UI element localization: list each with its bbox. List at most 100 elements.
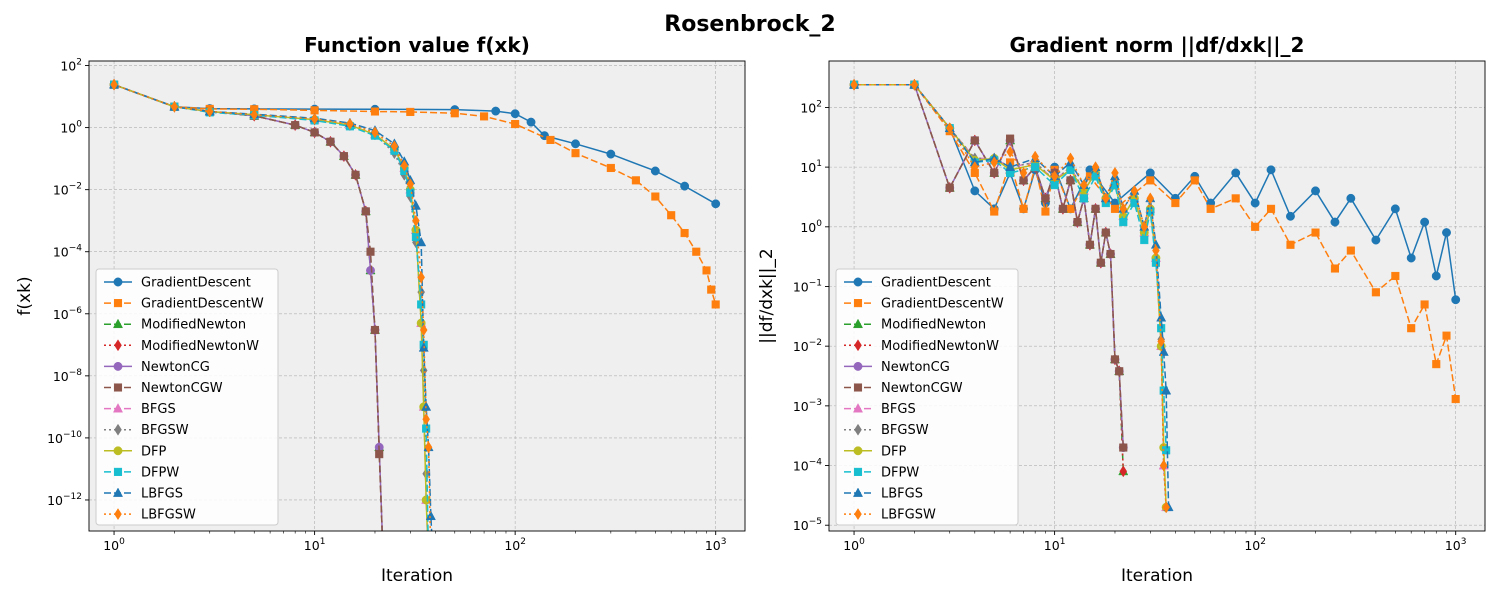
legend-marker-LBFGS (112, 487, 124, 497)
x-tick-exponent: 0 (119, 537, 125, 547)
x-tick-label: 102 (1244, 537, 1266, 553)
legend-label-GradientDescentW: GradientDescentW (881, 297, 1004, 312)
point-GradientDescent (1406, 253, 1416, 263)
point-NewtonCGW (1085, 240, 1094, 249)
series-group (849, 78, 1461, 514)
point-NewtonCGW (310, 128, 319, 137)
point-LBFGSW (1101, 192, 1110, 205)
y-tick-label: 10−8 (53, 368, 82, 384)
point-LBFGSW (1130, 184, 1139, 197)
point-NewtonCGW (366, 247, 375, 256)
x-axis-label: Iteration (381, 566, 453, 586)
point-GradientDescent (1330, 217, 1340, 227)
point-NewtonCGW (351, 170, 360, 179)
legend-marker-ModifiedNewtonW (854, 339, 862, 352)
point-GradientDescentW (1442, 331, 1451, 340)
y-tick-exponent: −2 (809, 338, 822, 348)
point-NewtonCGW (370, 325, 380, 335)
y-tick-exponent: −10 (63, 430, 82, 440)
legend-marker-NewtonCGW (853, 383, 863, 392)
point-LBFGS (1161, 385, 1172, 395)
point-GradientDescent (1371, 235, 1381, 245)
point-NewtonCGW (1110, 355, 1120, 364)
x-tick-exponent: 3 (1461, 537, 1467, 547)
point-GradientDescentW (1420, 300, 1429, 309)
axes-frame (828, 60, 1486, 532)
point-GradientDescent (1346, 193, 1356, 203)
point-LBFGSW (346, 118, 354, 131)
legend-label-GradientDescentW: GradientDescentW (141, 297, 264, 312)
x-tick-label: 101 (304, 537, 326, 553)
point-NewtonCGW (1096, 258, 1105, 267)
legend-marker-BFGS (112, 403, 124, 413)
x-tick-label: 101 (1044, 537, 1066, 553)
x-tick-exponent: 0 (859, 537, 865, 547)
legend-marker-LBFGSW (114, 508, 122, 521)
point-GradientDescent (1145, 168, 1155, 178)
point-LBFGSW (850, 78, 858, 91)
point-NewtonCGW (375, 450, 384, 459)
series-group (109, 78, 721, 566)
legend-marker-GradientDescent (113, 277, 123, 287)
point-LBFGSW (400, 159, 409, 172)
point-LBFGSW (1146, 192, 1155, 205)
point-DFPW (1146, 207, 1155, 216)
x-tick-label: 100 (103, 537, 125, 553)
legend-marker-ModifiedNewton (852, 318, 864, 329)
point-GradientDescentW (702, 266, 711, 275)
point-GradientDescentW (1391, 271, 1400, 281)
point-LBFGS (1005, 161, 1016, 171)
point-LBFGSW (1050, 170, 1059, 183)
legend-label-NewtonCG: NewtonCG (881, 360, 950, 375)
point-GradientDescentW (370, 107, 380, 116)
point-GradientDescentW (480, 112, 489, 121)
y-tick-label: 10−5 (793, 517, 822, 533)
point-GradientDescentW (1266, 204, 1276, 213)
x-tick-label: 102 (504, 537, 526, 553)
point-LBFGS (429, 557, 438, 566)
legend-marker-NewtonCGW (113, 383, 123, 392)
point-GradientDescentW (1451, 395, 1460, 404)
point-NewtonCGW (1119, 443, 1128, 452)
x-tick-exponent: 1 (320, 537, 326, 547)
point-NewtonCGW (1073, 218, 1082, 227)
y-tick-exponent: 0 (816, 219, 822, 229)
point-NewtonCGW (291, 121, 300, 130)
point-GradientDescentW (450, 109, 459, 118)
point-LBFGSW (371, 126, 379, 139)
y-tick-label: 101 (800, 159, 822, 175)
y-tick-exponent: −6 (69, 306, 83, 316)
legend-label-BFGSW: BFGSW (141, 423, 189, 438)
legend-label-GradientDescent: GradientDescent (881, 276, 991, 291)
point-NewtonCGW (1041, 194, 1050, 203)
point-LBFGSW (1159, 459, 1168, 472)
point-GradientDescentW (1251, 222, 1260, 231)
legend-marker-DFPW (853, 467, 863, 476)
point-LBFGS (416, 236, 427, 247)
point-GradientDescent (606, 149, 616, 159)
point-GradientDescentW (711, 300, 720, 309)
y-axis-label: f(xk) (15, 276, 35, 315)
point-NewtonCG (379, 558, 387, 566)
point-NewtonCGW (945, 183, 954, 192)
point-DFPW (422, 424, 431, 433)
legend-label-NewtonCG: NewtonCG (141, 360, 210, 375)
point-BFGS (424, 557, 433, 566)
y-tick-label: 10−4 (793, 458, 822, 474)
point-LBFGSW (1152, 244, 1160, 257)
point-LBFGSW (1111, 166, 1119, 179)
y-axis-label: ||df/dxk||_2 (757, 248, 777, 343)
legend-marker-NewtonCG (853, 361, 863, 371)
series-line-LBFGSW (113, 83, 431, 531)
point-GradientDescentW (1066, 204, 1075, 213)
x-tick-exponent: 2 (520, 537, 526, 547)
y-tick-label: 10−3 (793, 398, 822, 414)
point-GradientDescent (1390, 204, 1400, 214)
legend-label-ModifiedNewton: ModifiedNewton (141, 318, 246, 333)
legend-marker-BFGSW (854, 423, 862, 436)
point-GradientDescentW (1171, 199, 1180, 208)
point-GradientDescentW (1286, 240, 1295, 249)
subplot-title: Gradient norm ||df/dxk||_2 (1010, 33, 1305, 57)
y-tick-label: 10−10 (47, 430, 82, 446)
legend-marker-DFP (113, 446, 123, 456)
